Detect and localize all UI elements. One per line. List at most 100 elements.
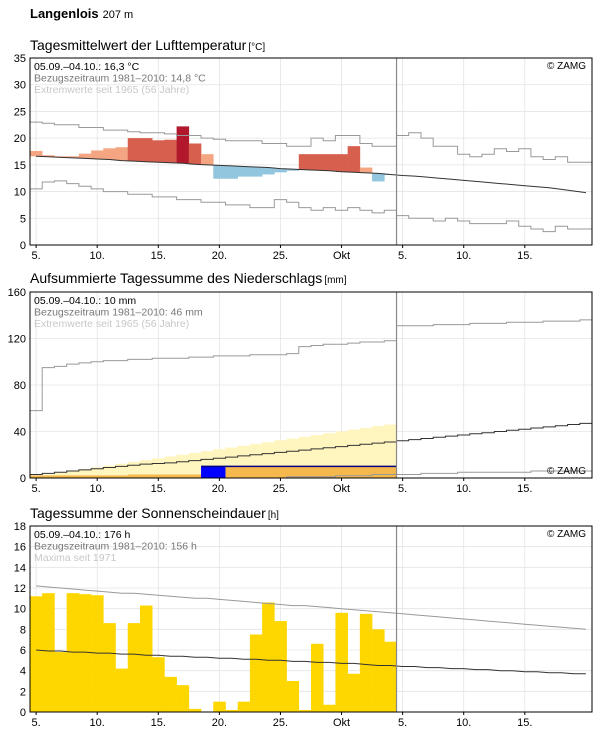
y-tick-label: 30 [14, 80, 26, 92]
x-tick-label: Okt [333, 483, 350, 495]
x-tick-label: 15. [151, 717, 166, 729]
temperature-anomaly-bar [201, 154, 214, 165]
sunshine-average-line [36, 649, 586, 675]
temperature-anomaly-bar [78, 153, 92, 159]
temperature-anomaly-bar [42, 155, 55, 157]
x-tick-label: 5. [398, 483, 407, 495]
precipitation-max-envelope [30, 319, 592, 412]
x-tick-label: Okt [333, 717, 350, 729]
sunshine-bar [115, 668, 129, 712]
sunshine-bar [311, 643, 324, 712]
y-tick-label: 15 [14, 160, 26, 172]
x-tick-label: 10. [456, 717, 471, 729]
temperature-anomaly-bar [54, 156, 67, 158]
temperature-anomaly-bar [262, 167, 275, 175]
x-tick-label: 5. [32, 250, 41, 262]
y-tick-label: 5 [20, 213, 26, 225]
precipitation-normal-area [30, 424, 397, 478]
sunshine-bar [42, 593, 55, 712]
sunshine-bar [249, 634, 263, 712]
x-tick-label: Okt [333, 250, 350, 262]
x-tick-label: 20. [212, 483, 227, 495]
temperature-anomaly-bar [249, 166, 263, 177]
sunshine-bar [152, 657, 165, 712]
plot-frame [29, 57, 593, 246]
sunshine-bar [323, 704, 336, 712]
y-tick-label: 8 [20, 624, 26, 636]
precipitation-record-bar [201, 466, 226, 478]
x-tick-label: 25. [273, 250, 288, 262]
y-tick-label: 4 [20, 666, 26, 678]
temperature-anomaly-bar [286, 169, 300, 171]
temperature-title-text: Tagesmittelwert der Lufttemperatur [30, 37, 247, 53]
y-tick-label: 0 [20, 707, 26, 719]
y-tick-label: 16 [14, 542, 26, 554]
station-header: Langenlois 207 m [30, 6, 133, 21]
temperature-anomaly-bar [103, 148, 116, 160]
sunshine-bar [347, 673, 361, 712]
temperature-anomaly-bar [213, 165, 226, 179]
sunshine-bar [237, 701, 251, 712]
temperature-anomaly-bar [30, 150, 43, 157]
x-tick-label: 25. [273, 717, 288, 729]
temperature-anomaly-bar [152, 140, 165, 163]
temperature-title: Tagesmittelwert der Lufttemperatur [°C] [30, 37, 265, 53]
y-tick-label: 0 [20, 240, 26, 252]
sunshine-bar [213, 701, 226, 712]
x-tick-label: 20. [212, 717, 227, 729]
x-tick-label: 20. [212, 250, 227, 262]
info-line-3: Maxima seit 1971 [34, 552, 116, 564]
x-tick-label: 15. [517, 483, 532, 495]
temperature-anomaly-bar [323, 154, 336, 171]
temperature-anomaly-bar [274, 168, 287, 173]
sunshine-bar [384, 641, 397, 712]
y-tick-label: 2 [20, 686, 26, 698]
sunshine-bar [54, 652, 67, 712]
temperature-unit: [°C] [248, 42, 266, 53]
temperature-anomaly-bar [127, 138, 141, 162]
sunshine-bar [164, 676, 177, 712]
temperature-anomaly-bar [139, 138, 153, 162]
info-line-2: Bezugszeitraum 1981–2010: 46 mm [34, 307, 203, 319]
x-tick-label: 5. [398, 717, 407, 729]
y-tick-label: 18 [14, 521, 26, 533]
sunshine-bar [91, 595, 104, 712]
sunshine-bar [262, 602, 275, 712]
y-tick-label: 20 [14, 133, 26, 145]
x-tick-label: 25. [273, 483, 288, 495]
y-tick-label: 12 [14, 583, 26, 595]
station-altitude: 207 m [102, 9, 134, 21]
sunshine-title: Tagessumme der Sonnenscheindauer [h] [30, 505, 279, 521]
y-tick-label: 120 [8, 334, 26, 346]
precipitation-title-text: Aufsummierte Tagessumme des Niederschlag… [30, 270, 323, 286]
temperature-anomaly-bar [237, 166, 251, 177]
sunshine-bar [30, 596, 43, 712]
sunshine-bar [274, 621, 287, 712]
x-tick-label: 5. [32, 717, 41, 729]
y-tick-label: 40 [14, 427, 26, 439]
temperature-anomaly-bar [225, 165, 238, 179]
plot-frame [29, 291, 593, 479]
x-tick-label: 10. [456, 250, 471, 262]
sunshine-bar [298, 709, 312, 712]
copyright-label: © ZAMG [547, 466, 586, 477]
temperature-anomaly-bar [115, 147, 129, 161]
y-tick-label: 10 [14, 187, 26, 199]
x-tick-label: 15. [517, 250, 532, 262]
x-tick-label: 10. [90, 250, 105, 262]
x-tick-label: 15. [151, 250, 166, 262]
copyright-label: © ZAMG [547, 61, 586, 72]
y-tick-label: 14 [14, 562, 26, 574]
temperature-anomaly-bar [335, 154, 348, 172]
info-line-3: Extremwerte seit 1965 (56 Jahre) [34, 318, 189, 330]
sunshine-bar [127, 623, 141, 712]
y-tick-label: 10 [14, 604, 26, 616]
x-tick-label: 5. [32, 483, 41, 495]
temperature-anomaly-bar [188, 143, 202, 165]
sunshine-max-line [36, 585, 586, 630]
sunshine-bar [176, 685, 190, 712]
